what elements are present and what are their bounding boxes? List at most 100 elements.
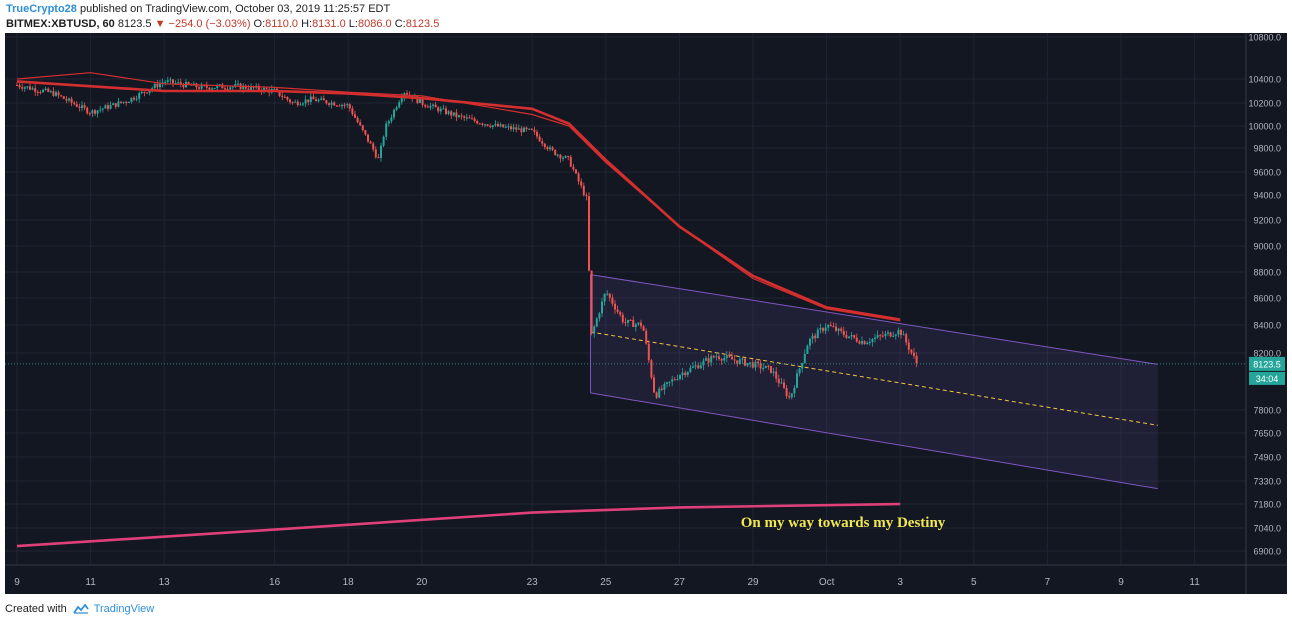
candle-body [569, 156, 572, 167]
candle-body [153, 83, 156, 89]
moving-averages [16, 72, 901, 548]
candle-body [621, 314, 624, 323]
candle-body [809, 338, 811, 346]
candle-body [611, 297, 614, 304]
candle-body [182, 84, 185, 88]
candle-body [577, 173, 580, 182]
candle-body [229, 87, 232, 90]
candle-body [341, 104, 343, 107]
candle-body [122, 101, 125, 103]
tradingview-link[interactable]: TradingView [93, 603, 155, 615]
candle-body [684, 372, 687, 375]
candle-body [231, 86, 234, 88]
candle-body [504, 126, 507, 128]
candle-body [179, 82, 182, 85]
x-tick-label: 7 [1045, 577, 1051, 588]
x-tick-label: 9 [14, 577, 20, 588]
x-tick-label: 13 [159, 577, 171, 588]
x-tick-label: 16 [269, 577, 281, 588]
candle-body [36, 91, 39, 93]
candle-body [346, 104, 349, 106]
open-value: 8110.0 [265, 18, 298, 30]
candle-body [702, 360, 705, 366]
candle-body [486, 124, 489, 126]
candle-body [720, 359, 723, 361]
candle-body [299, 104, 302, 106]
candle-body [359, 122, 362, 126]
candle-body [848, 336, 850, 338]
publish-info: TrueCrypto28 published on TradingView.co… [6, 3, 390, 15]
candle-body [590, 270, 593, 334]
candle-body [697, 365, 700, 369]
x-tick-label: 27 [674, 577, 686, 588]
candle-body [780, 382, 783, 384]
candle-body [582, 185, 585, 196]
moving-average-line-3 [16, 502, 901, 548]
candle-body [42, 89, 44, 93]
candle-body [736, 360, 739, 364]
x-tick-label: 11 [1189, 577, 1200, 588]
candle-body [855, 337, 858, 342]
candle-body [567, 155, 570, 157]
candle-body [523, 127, 525, 133]
footer: Created with TradingView [5, 603, 154, 615]
candle-body [29, 86, 31, 90]
candle-body [83, 105, 86, 108]
candle-body [777, 378, 780, 384]
candle-body [772, 371, 775, 373]
candle-body [497, 124, 499, 127]
candle-body [668, 381, 671, 383]
candle-body [278, 90, 281, 96]
candle-body [515, 127, 518, 130]
candle-body [842, 330, 845, 336]
candle-body [463, 116, 466, 118]
candle-body [130, 97, 133, 103]
candle-body [296, 101, 299, 105]
candle-body [835, 326, 837, 331]
candle-body [853, 335, 856, 338]
candle-body [393, 109, 395, 118]
candle-body [861, 341, 863, 344]
x-tick-label: 29 [747, 577, 759, 588]
candle-body [450, 111, 453, 116]
candle-body [325, 100, 328, 104]
candle-body [200, 84, 203, 89]
candle-body [338, 105, 341, 107]
candle-body [16, 85, 18, 86]
candle-body [502, 124, 505, 128]
candle-body [374, 149, 377, 158]
candle-body [530, 128, 533, 130]
candle-body [312, 96, 315, 100]
candle-body [39, 92, 42, 94]
candle-body [65, 98, 68, 101]
candle-body [237, 83, 239, 85]
author-link[interactable]: TrueCrypto28 [6, 3, 77, 15]
candle-body [377, 157, 380, 159]
candle-body [432, 104, 434, 106]
candle-body [70, 98, 73, 103]
y-tick-label: 7330.0 [1253, 477, 1281, 487]
candle-body [564, 155, 567, 158]
candle-body [439, 108, 442, 112]
channel-upper-line [590, 274, 1158, 365]
candle-body [31, 88, 34, 90]
candle-body [445, 108, 447, 114]
candle-body [712, 356, 715, 358]
candle-body [575, 169, 577, 174]
countdown-tag [1249, 371, 1285, 385]
candle-body [653, 377, 655, 393]
channel-mid-line [590, 331, 1158, 426]
candle-body [333, 102, 336, 106]
candle-body [244, 85, 247, 89]
candle-body [733, 359, 736, 361]
candle-body [380, 145, 382, 158]
candle-body [884, 333, 887, 337]
y-tick-label: 9800.0 [1253, 144, 1281, 154]
x-tick-label: 3 [897, 577, 903, 588]
candle-body [468, 117, 471, 119]
candle-body [754, 361, 757, 368]
price-chart[interactable]: 10800.0 10400.0 10200.0 10000.0 9800.0 9600.0… [5, 33, 1287, 594]
candle-body [125, 101, 128, 103]
candle-body [343, 104, 346, 106]
candle-body [322, 98, 325, 101]
